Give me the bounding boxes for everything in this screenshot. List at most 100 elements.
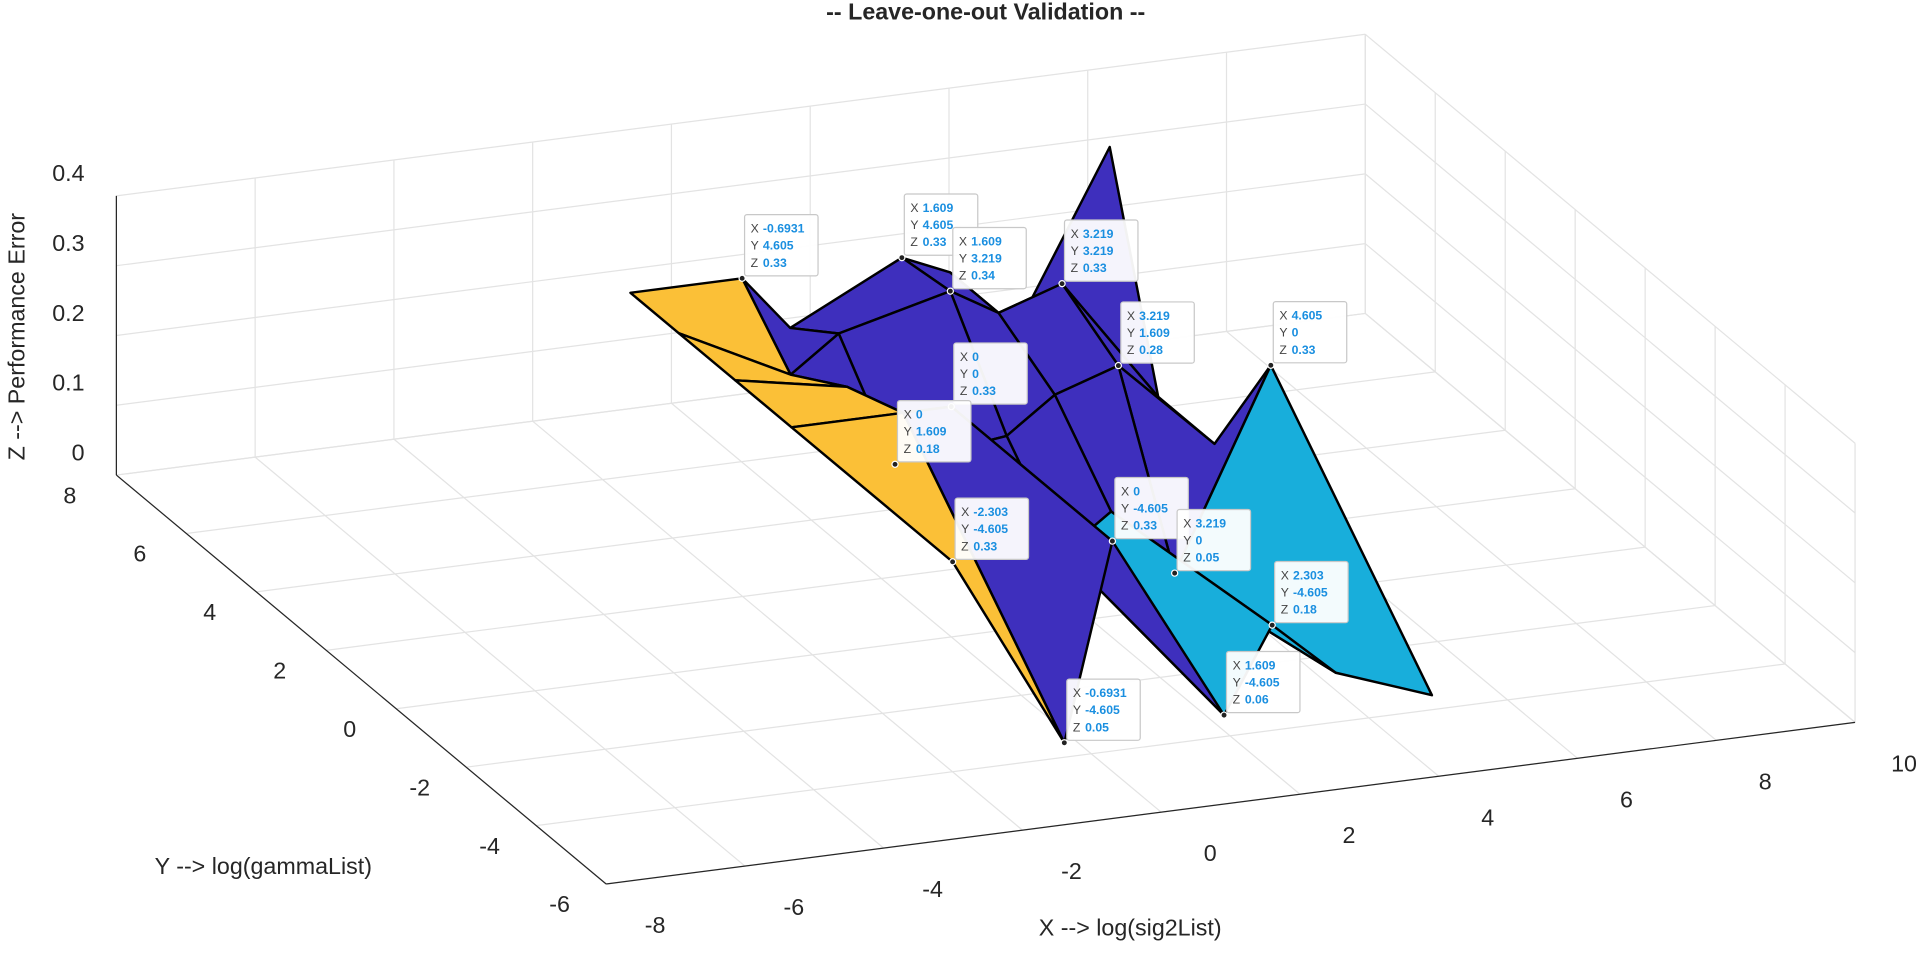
datatip-point xyxy=(1058,280,1066,288)
y-tick-label: 2 xyxy=(273,658,286,684)
datatip-value: 0.18 xyxy=(1293,603,1317,617)
z-axis-label: Z --> Performance Error xyxy=(4,213,30,461)
datatip-key: X xyxy=(1073,686,1081,700)
datatip-box xyxy=(1066,678,1141,741)
datatip-box xyxy=(1120,301,1195,364)
datatip-key: Y xyxy=(959,252,967,266)
x-tick-label: 8 xyxy=(1759,768,1772,794)
datatip-point xyxy=(948,558,957,566)
datatip-value: 0.33 xyxy=(1083,261,1107,275)
datatip-key: Y xyxy=(910,218,918,232)
datatip-point xyxy=(1220,711,1228,719)
datatip-value: 0 xyxy=(1133,484,1140,498)
datatip: X 2.303 Y -4.605 Z 0.18 xyxy=(1268,560,1349,629)
y-tick-label: -2 xyxy=(409,774,430,800)
datatip-value: 0.33 xyxy=(1292,343,1316,357)
datatip-value: 0.33 xyxy=(923,235,947,249)
datatip-key: Y xyxy=(1233,676,1241,690)
datatip-value: 3.219 xyxy=(1083,244,1114,258)
z-tick-label: 0.3 xyxy=(52,230,84,256)
x-tick-label: -4 xyxy=(922,876,943,902)
x-axis xyxy=(606,721,1856,885)
grid-line xyxy=(116,103,1366,267)
datatip-value: 0 xyxy=(1292,326,1299,340)
datatip: X 0Y 1.609 Z 0.18 xyxy=(891,400,972,468)
datatip-point xyxy=(946,287,955,295)
y-axis-label: Y --> log(gammaList) xyxy=(155,853,372,879)
datatip-value: 4.605 xyxy=(923,218,954,232)
datatip-key: Y xyxy=(1281,586,1289,600)
datatip-key: Z xyxy=(1183,551,1191,565)
datatip-key: Z xyxy=(961,539,969,553)
y-tick-label: 0 xyxy=(343,716,356,742)
datatip-key: X xyxy=(910,201,918,215)
datatip-key: Z xyxy=(1233,693,1241,707)
y-tick-label: 8 xyxy=(63,482,76,508)
datatip-key: Z xyxy=(960,384,968,398)
datatip-key: Z xyxy=(1121,519,1129,533)
datatip-key: Y xyxy=(961,522,969,536)
datatip-key: Y xyxy=(1121,502,1129,516)
x-tick-label: -8 xyxy=(645,912,666,938)
datatip-key: X xyxy=(961,505,969,519)
datatip: X -2.303 Y -4.605 Z 0.33 xyxy=(948,497,1030,566)
datatip-value: -0.6931 xyxy=(1085,686,1127,700)
datatip-value: 0.05 xyxy=(1195,551,1219,565)
datatip-value: -2.303 xyxy=(973,505,1008,519)
datatip-value: 0.33 xyxy=(972,384,996,398)
datatip: X 0Y 0Z 0.33 xyxy=(947,342,1028,411)
datatip-box xyxy=(1176,508,1252,572)
x-tick-label: 2 xyxy=(1342,822,1355,848)
datatip-box xyxy=(1063,219,1139,282)
datatip-key: X xyxy=(1233,658,1241,672)
datatip: X 1.609 Y 3.219 Z 0.34 xyxy=(946,226,1027,295)
datatip: X 3.219 Y 3.219 Z 0.33 xyxy=(1058,219,1139,288)
grid-line xyxy=(1226,330,1717,741)
y-tick-label: 4 xyxy=(203,599,216,625)
datatip-value: 0.33 xyxy=(973,539,997,553)
datatip-value: 1.609 xyxy=(916,425,947,439)
datatip-value: 0.05 xyxy=(1085,720,1109,734)
datatip-key: X xyxy=(1127,309,1135,323)
datatip-point xyxy=(1267,361,1275,369)
datatip-key: Z xyxy=(1281,603,1289,617)
datatip-value: 0 xyxy=(972,350,979,364)
grid-line xyxy=(671,402,1162,813)
z-tick-label: 0.2 xyxy=(52,300,84,326)
datatip: X 4.605 Y 0Z 0.33 xyxy=(1267,300,1348,369)
datatip-value: 1.609 xyxy=(1245,658,1276,672)
x-tick-label: -6 xyxy=(784,894,805,920)
datatip-point xyxy=(1060,739,1068,747)
datatip-value: -4.605 xyxy=(1133,502,1168,516)
datatip-key: X xyxy=(1281,568,1289,582)
datatip-value: 0.06 xyxy=(1245,693,1269,707)
datatip-value: 0.34 xyxy=(971,269,995,283)
datatip-box xyxy=(953,342,1028,405)
datatip-value: 0.18 xyxy=(916,442,940,456)
datatip-key: X xyxy=(1279,309,1287,323)
datatip-box xyxy=(1274,560,1349,624)
datatip: X -0.6931 Y -4.605 Z 0.05 xyxy=(1060,678,1141,747)
grid-line xyxy=(1364,312,1856,723)
datatip-key: Z xyxy=(1127,343,1135,357)
datatip: X 1.609 Y -4.605 Z 0.06 xyxy=(1220,650,1301,719)
datatip-key: Z xyxy=(904,442,912,456)
datatip-point xyxy=(891,460,899,468)
x-tick-label: 4 xyxy=(1481,804,1494,830)
grid-line xyxy=(532,420,1023,831)
datatip-value: 0.28 xyxy=(1139,343,1163,357)
datatip-key: Y xyxy=(1073,703,1081,717)
datatip-value: 0.33 xyxy=(763,256,787,270)
datatip-point xyxy=(1114,361,1123,370)
datatip-key: Y xyxy=(1127,326,1135,340)
datatip-value: 0 xyxy=(1195,534,1202,548)
datatip-box xyxy=(1272,300,1348,364)
datatip-point xyxy=(1268,621,1276,629)
x-tick-label: 0 xyxy=(1204,840,1217,866)
datatip-key: Y xyxy=(960,367,968,381)
datatip-key: Y xyxy=(1183,534,1191,548)
datatip-key: Z xyxy=(959,269,967,283)
datatip-key: X xyxy=(960,350,968,364)
datatip-key: X xyxy=(1071,227,1079,241)
z-tick-label: 0.4 xyxy=(52,160,84,186)
